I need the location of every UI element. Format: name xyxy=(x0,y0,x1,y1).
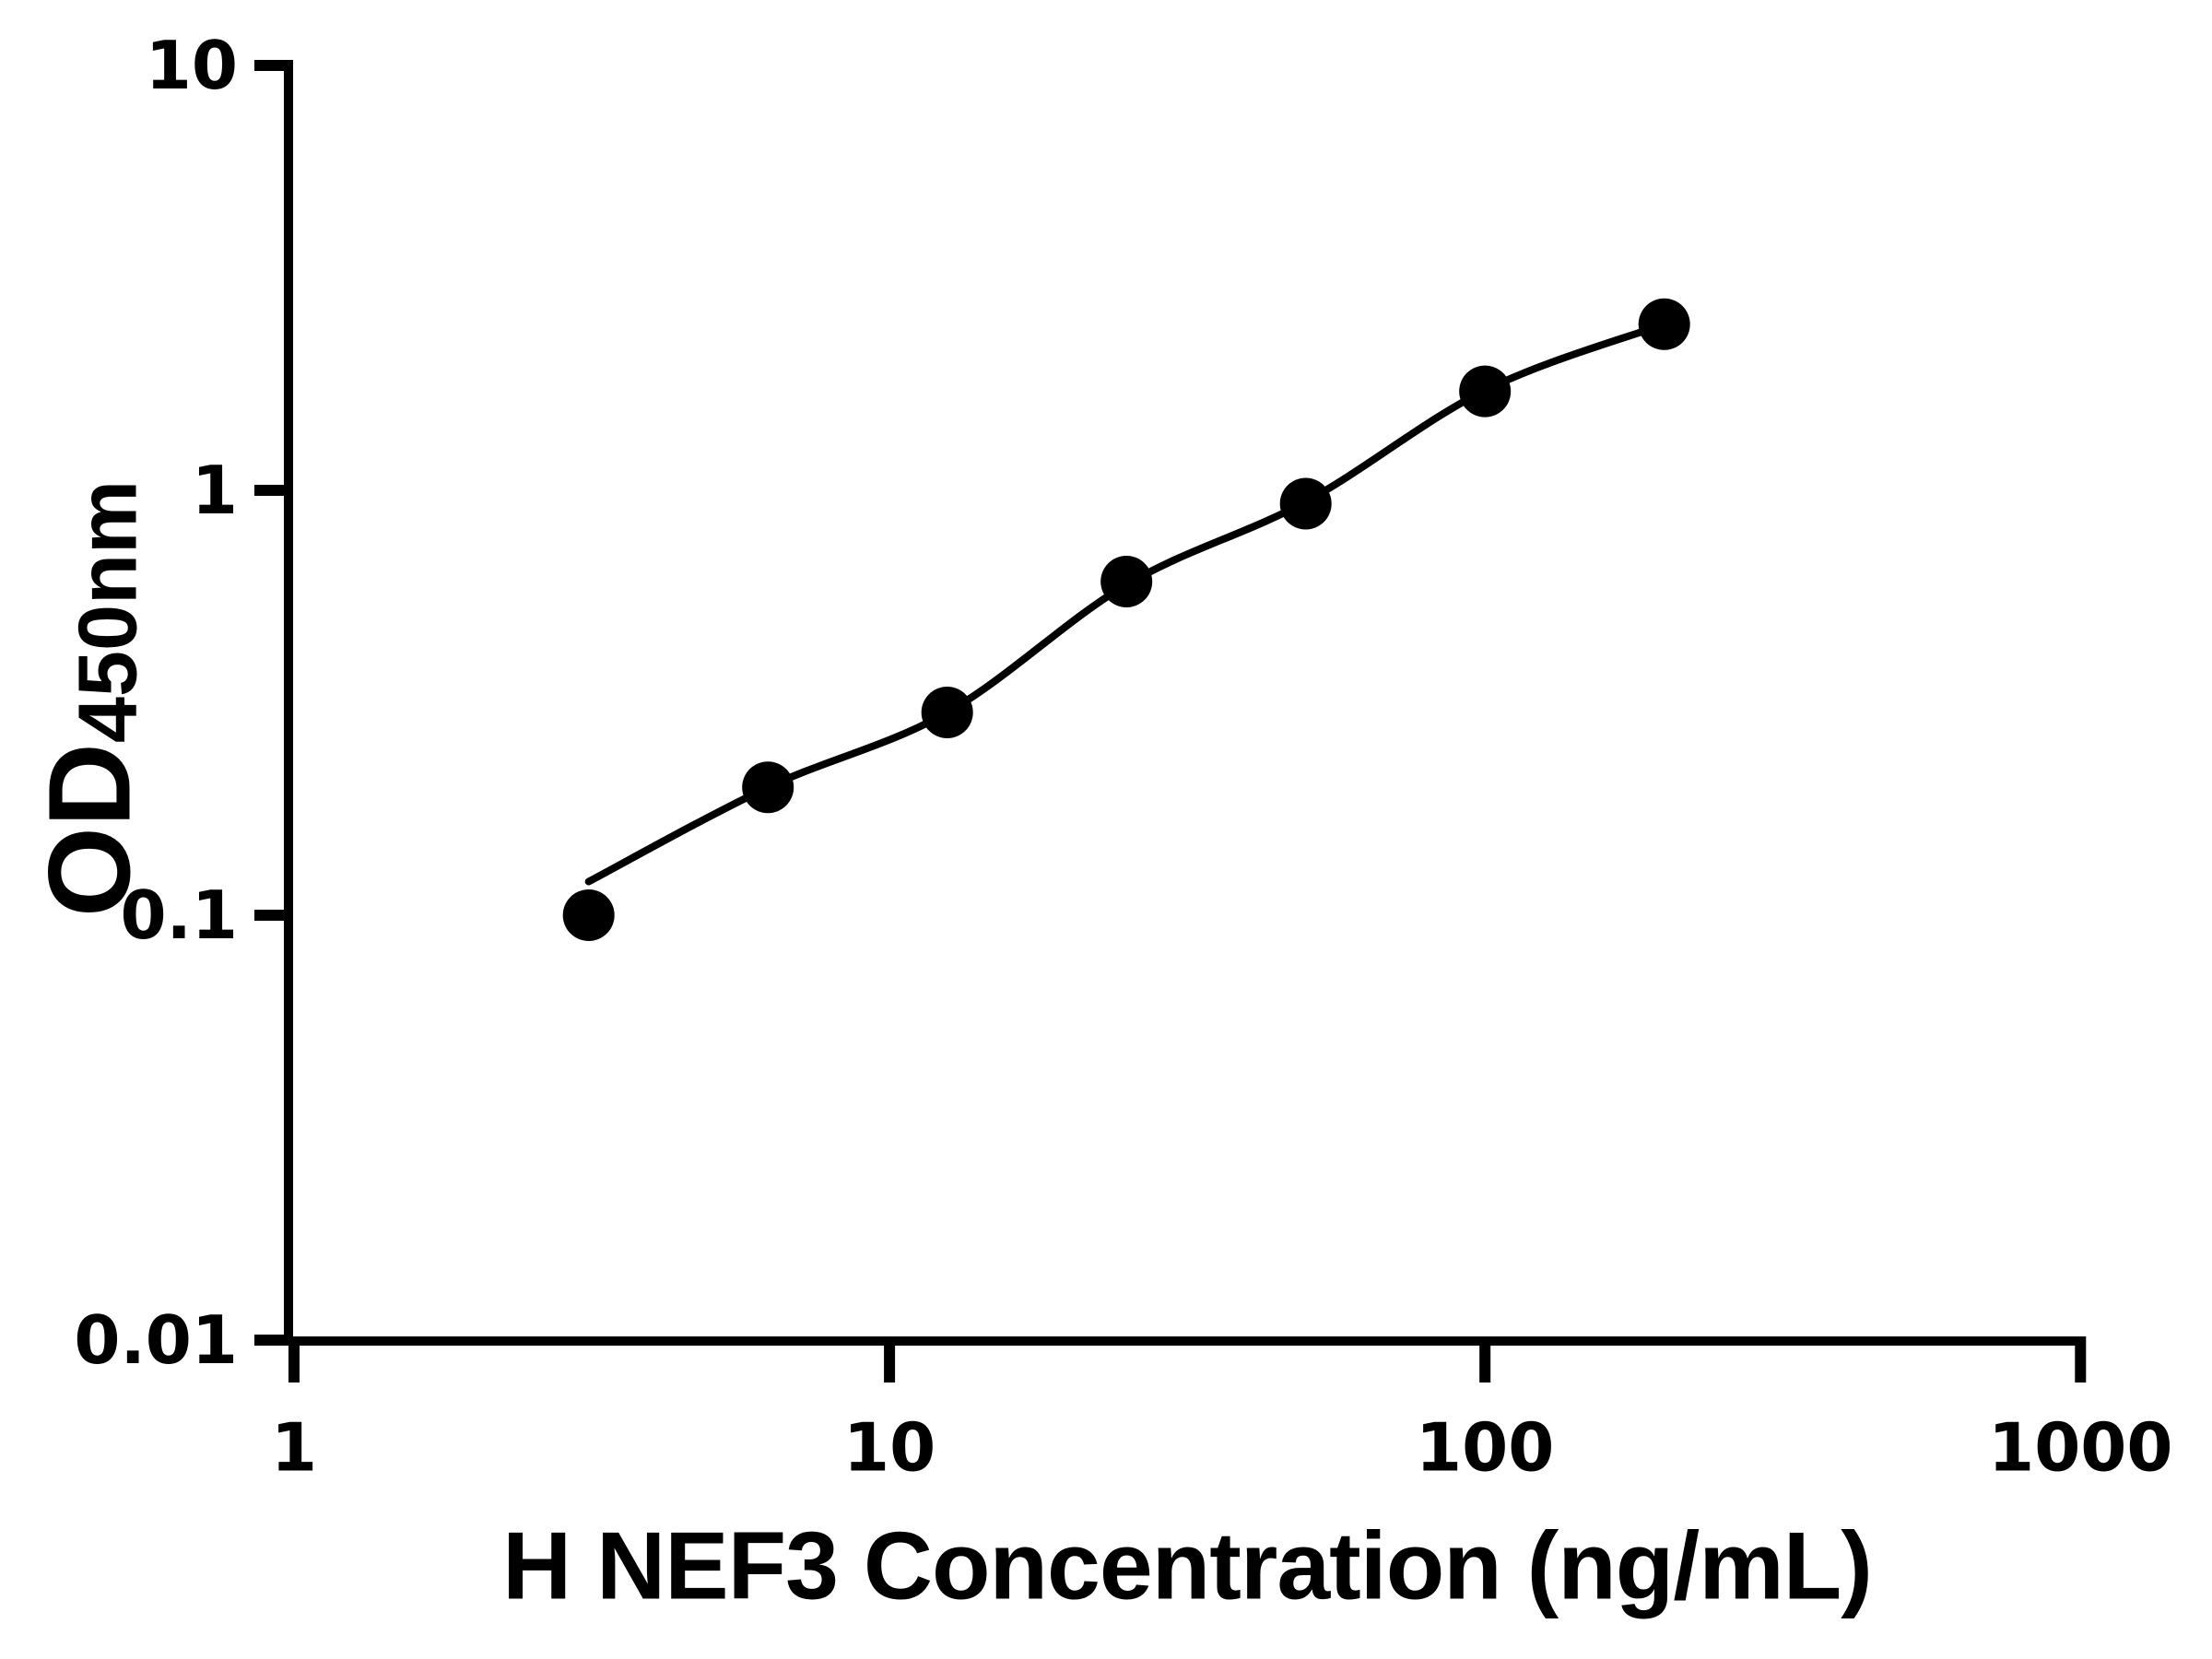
data-point xyxy=(1279,477,1332,530)
x-tick xyxy=(1479,1336,1491,1382)
y-tick-label: 1 xyxy=(192,452,238,529)
data-point xyxy=(1459,365,1512,418)
x-tick xyxy=(2075,1336,2087,1382)
x-tick-label: 1 xyxy=(271,1409,317,1487)
y-axis-title-subscript: 450nm xyxy=(62,479,155,744)
data-point xyxy=(921,687,973,738)
y-tick-label: 0.01 xyxy=(74,1301,238,1379)
y-axis-spine xyxy=(284,61,293,1346)
x-tick-label: 10 xyxy=(843,1409,935,1487)
data-point xyxy=(1100,556,1153,607)
y-tick xyxy=(254,60,293,71)
x-tick xyxy=(884,1336,896,1382)
y-tick xyxy=(254,910,293,921)
data-point xyxy=(742,761,794,814)
x-tick-label: 100 xyxy=(1416,1409,1554,1487)
x-tick xyxy=(288,1336,300,1382)
y-tick xyxy=(254,485,293,496)
y-axis-title-main: OD xyxy=(24,743,155,918)
data-point xyxy=(1638,298,1690,350)
y-tick-label: 0.1 xyxy=(120,877,238,954)
x-axis-spine xyxy=(254,1336,2085,1346)
data-point xyxy=(562,889,615,941)
y-axis-title: OD450nm xyxy=(22,480,156,917)
y-tick xyxy=(254,1335,293,1346)
x-tick-label: 1000 xyxy=(1988,1409,2172,1487)
y-tick-label: 10 xyxy=(146,27,238,104)
x-axis-title: H NEF3 Concentration (ng/mL) xyxy=(502,1512,1873,1620)
